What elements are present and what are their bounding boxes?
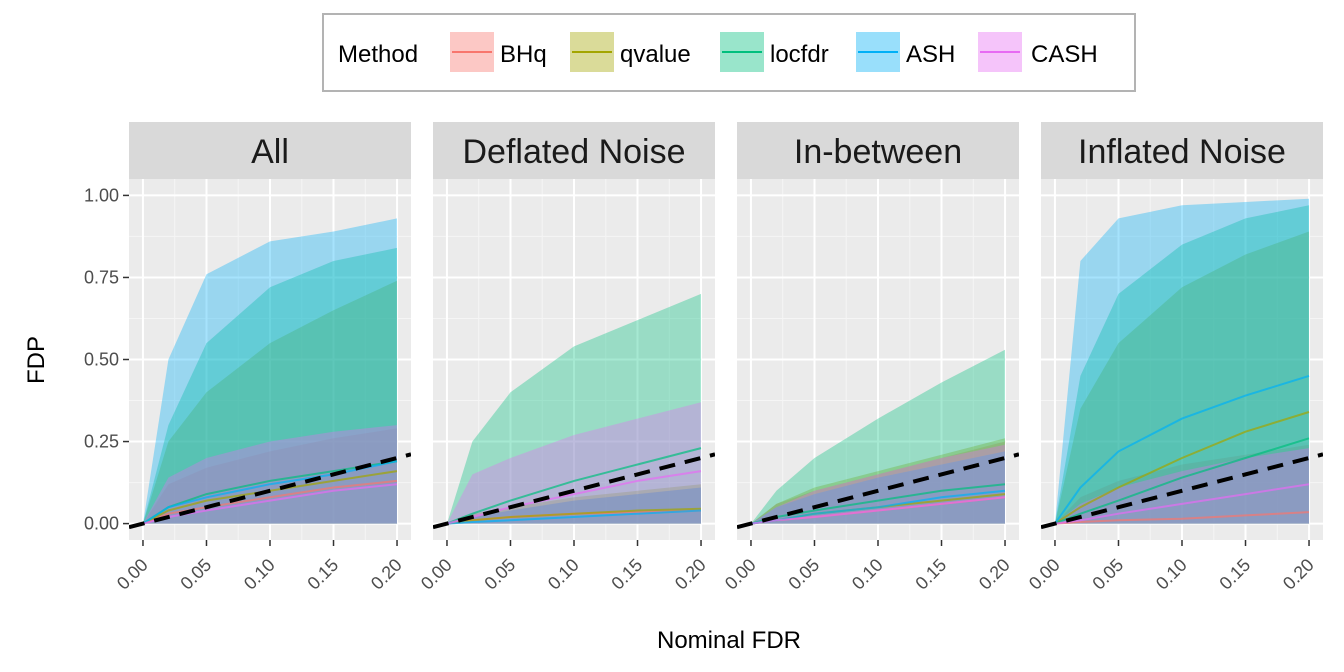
strip-label-inflated-noise: Inflated Noise: [1078, 133, 1286, 171]
x-tick-label: 0.00: [417, 555, 456, 594]
legend-key-ash: [856, 32, 900, 72]
grid-all: [129, 179, 411, 540]
x-tick-label: 0.05: [1088, 555, 1127, 594]
legend-title: Method: [338, 41, 418, 68]
line-cash-in-between: [750, 496, 1006, 525]
strip-label-deflated-noise: Deflated Noise: [462, 133, 685, 171]
x-axis-title: Nominal FDR: [657, 627, 801, 654]
line-ash-inflated-noise: [1054, 374, 1310, 525]
x-tick-label: 0.20: [367, 555, 406, 594]
data-all: [129, 218, 411, 530]
x-tick-label: 0.00: [721, 555, 760, 594]
legend-label-locfdr: locfdr: [770, 41, 829, 68]
grid-inflated-noise: [1041, 179, 1323, 540]
reference-line-deflated-noise: [433, 452, 715, 530]
x-axis-all: 0.00 0.05 0.10 0.15 0.20: [113, 540, 406, 594]
x-tick-label: 0.20: [1279, 555, 1318, 594]
x-axis-in-between: 0.00 0.05 0.10 0.15 0.20: [721, 540, 1014, 594]
x-tick-label: 0.20: [975, 555, 1014, 594]
data-deflated-noise: [433, 293, 715, 530]
legend-label-qvalue: qvalue: [620, 41, 691, 68]
legend-key-cash: [978, 32, 1022, 72]
reference-line-in-between: [737, 452, 1019, 530]
y-tick-label: 0.25: [84, 432, 119, 452]
band-locfdr-in-between: [751, 349, 1005, 524]
strip-label-all: All: [251, 133, 289, 171]
x-axis-deflated-noise: 0.00 0.05 0.10 0.15 0.20: [417, 540, 710, 594]
band-bhq-inflated-noise: [1055, 444, 1309, 524]
band-locfdr-all: [143, 247, 397, 524]
x-tick-label: 0.05: [176, 555, 215, 594]
panel-inflated-noise: Inflated Noise 0.00 0.05 0.10 0.15 0.20: [1025, 122, 1323, 594]
grid-deflated-noise: [433, 179, 715, 540]
line-locfdr-deflated-noise: [446, 447, 702, 525]
line-bhq-inflated-noise: [1054, 511, 1310, 525]
x-tick-label: 0.15: [911, 555, 950, 594]
grid-in-between: [737, 179, 1019, 540]
strip-label-in-between: In-between: [794, 133, 962, 171]
legend-key-qvalue: [570, 32, 614, 72]
y-tick-label: 0.00: [84, 514, 119, 534]
x-tick-label: 0.10: [240, 555, 279, 594]
data-in-between: [737, 349, 1019, 530]
band-locfdr-deflated-noise: [447, 293, 701, 524]
band-locfdr-inflated-noise: [1055, 205, 1309, 524]
strip-deflated-noise: [433, 122, 715, 179]
data-inflated-noise: [1041, 198, 1323, 530]
facet-panels: All 0.00 0.05 0.10 0.15 0.20 Deflated Noise 0.0…: [113, 122, 1323, 594]
x-tick-label: 0.10: [848, 555, 887, 594]
line-locfdr-inflated-noise: [1054, 437, 1310, 525]
line-bhq-all: [142, 479, 398, 525]
line-qvalue-inflated-noise: [1054, 411, 1310, 525]
band-ash-inflated-noise: [1055, 198, 1309, 524]
legend-label-ash: ASH: [906, 41, 955, 68]
legend-key-bhq: [450, 32, 494, 72]
band-cash-all: [143, 425, 397, 524]
legend-label-cash: CASH: [1031, 41, 1098, 68]
band-qvalue-all: [143, 280, 397, 524]
strip-in-between: [737, 122, 1019, 179]
y-axis-title: FDP: [23, 336, 50, 384]
x-tick-label: 0.00: [1025, 555, 1064, 594]
line-qvalue-all: [142, 470, 398, 525]
y-tick-label: 1.00: [84, 185, 119, 205]
legend: Method BHq qvalue locfdr ASH CASH: [322, 13, 1136, 92]
y-axis: 0.00 0.25 0.50 0.75 1.00: [84, 185, 129, 534]
panel-in-between: In-between 0.00 0.05 0.10 0.15 0.20: [721, 122, 1019, 594]
x-tick-label: 0.10: [1152, 555, 1191, 594]
strip-all: [129, 122, 411, 179]
x-tick-label: 0.15: [303, 555, 342, 594]
legend-label-bhq: BHq: [500, 41, 547, 68]
panel-deflated-noise: Deflated Noise 0.00 0.05 0.10 0.15 0.20: [417, 122, 715, 594]
band-cash-inflated-noise: [1055, 448, 1309, 524]
y-tick-label: 0.50: [84, 350, 119, 370]
reference-line-inflated-noise: [1041, 452, 1323, 530]
x-axis-inflated-noise: 0.00 0.05 0.10 0.15 0.20: [1025, 540, 1318, 594]
band-cash-deflated-noise: [447, 402, 701, 524]
x-tick-label: 0.05: [784, 555, 823, 594]
x-tick-label: 0.20: [671, 555, 710, 594]
legend-key-locfdr: [720, 32, 764, 72]
x-tick-label: 0.10: [544, 555, 583, 594]
x-tick-label: 0.00: [113, 555, 152, 594]
x-tick-label: 0.15: [607, 555, 646, 594]
line-ash-deflated-noise: [446, 509, 702, 525]
line-qvalue-deflated-noise: [446, 507, 702, 525]
reference-line-all: [129, 452, 411, 530]
strip-inflated-noise: [1041, 122, 1323, 179]
band-ash-all: [143, 218, 397, 524]
x-tick-label: 0.15: [1215, 555, 1254, 594]
panel-all: All 0.00 0.05 0.10 0.15 0.20: [113, 122, 411, 594]
legend-entries: BHq qvalue locfdr ASH CASH: [450, 32, 1098, 72]
x-tick-label: 0.05: [480, 555, 519, 594]
y-tick-label: 0.75: [84, 267, 119, 287]
line-cash-inflated-noise: [1054, 483, 1310, 525]
band-qvalue-in-between: [751, 438, 1005, 524]
